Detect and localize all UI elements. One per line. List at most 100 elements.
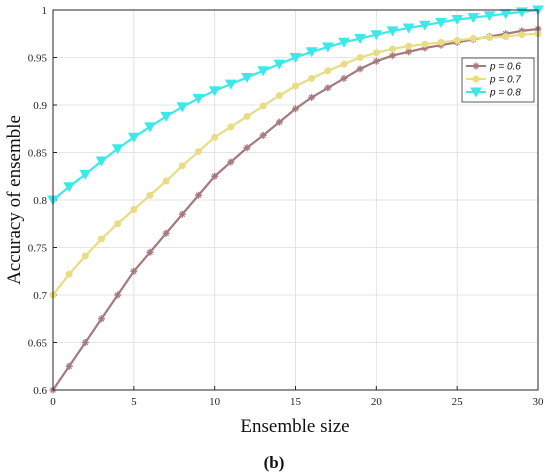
x-tick-label: 15 bbox=[290, 396, 302, 408]
legend-label: p = 0.8 bbox=[489, 88, 521, 99]
data-point bbox=[405, 42, 413, 50]
data-point bbox=[275, 92, 283, 99]
grid bbox=[52, 9, 539, 391]
data-point bbox=[79, 169, 92, 180]
data-point bbox=[243, 144, 251, 152]
data-point bbox=[95, 156, 108, 167]
data-point bbox=[308, 74, 316, 82]
series-2 bbox=[49, 30, 542, 299]
x-tick-label: 0 bbox=[50, 396, 56, 408]
data-point bbox=[289, 53, 302, 63]
y-tick-label: 0.75 bbox=[28, 243, 48, 255]
data-point bbox=[386, 26, 399, 37]
series-3 bbox=[47, 5, 544, 206]
data-point bbox=[469, 35, 477, 42]
data-point bbox=[389, 45, 396, 53]
data-point bbox=[192, 93, 205, 104]
data-point bbox=[81, 252, 89, 260]
data-point bbox=[259, 102, 267, 110]
data-point bbox=[227, 123, 235, 131]
data-point bbox=[435, 17, 447, 28]
data-point bbox=[208, 86, 221, 97]
y-tick-label: 0.85 bbox=[28, 148, 48, 160]
data-point bbox=[162, 177, 170, 185]
data-point bbox=[451, 15, 464, 25]
data-point bbox=[356, 54, 364, 61]
data-point bbox=[227, 158, 235, 166]
data-point bbox=[81, 339, 89, 346]
data-point bbox=[162, 229, 170, 237]
data-point bbox=[257, 66, 270, 77]
data-point bbox=[518, 31, 526, 39]
data-point bbox=[127, 132, 140, 143]
data-point bbox=[308, 93, 316, 101]
legend-marker bbox=[472, 75, 480, 83]
y-axis-title: Accuracy of ensemble bbox=[4, 115, 25, 285]
legend-entry: p = 0.7 bbox=[466, 75, 521, 86]
data-point bbox=[275, 118, 283, 126]
data-point bbox=[421, 40, 429, 48]
data-point bbox=[486, 34, 493, 42]
y-tick-label: 0.9 bbox=[33, 100, 47, 112]
data-point bbox=[389, 52, 396, 60]
data-point bbox=[321, 42, 334, 53]
data-point bbox=[405, 48, 413, 56]
data-point bbox=[402, 23, 415, 34]
x-tick-label: 20 bbox=[371, 396, 383, 408]
y-tick-label: 1 bbox=[42, 5, 48, 17]
y-tick-label: 0.6 bbox=[33, 385, 47, 397]
data-point bbox=[114, 220, 122, 228]
data-point bbox=[160, 111, 173, 122]
data-point bbox=[453, 36, 461, 44]
data-point bbox=[211, 133, 219, 141]
data-point bbox=[243, 112, 251, 120]
data-point bbox=[340, 60, 348, 68]
data-point bbox=[241, 72, 253, 83]
data-point bbox=[146, 191, 154, 199]
data-point bbox=[178, 210, 186, 218]
data-point bbox=[176, 102, 189, 113]
data-point bbox=[146, 248, 154, 256]
x-tick-label: 5 bbox=[131, 396, 137, 408]
x-tick-label: 30 bbox=[533, 396, 545, 408]
data-point bbox=[178, 162, 186, 170]
legend-entry: p = 0.6 bbox=[466, 62, 521, 73]
x-tick-label: 25 bbox=[452, 396, 464, 408]
data-point bbox=[130, 206, 138, 213]
data-point bbox=[65, 362, 73, 370]
y-tick-label: 0.65 bbox=[28, 338, 48, 350]
y-tick-label: 0.95 bbox=[28, 53, 48, 65]
data-point bbox=[324, 84, 332, 92]
y-tick-label: 0.8 bbox=[33, 195, 47, 207]
data-point bbox=[114, 291, 122, 299]
data-point bbox=[111, 144, 124, 155]
plot-area-frame bbox=[52, 9, 539, 391]
data-point bbox=[372, 57, 380, 65]
x-tick-label: 10 bbox=[209, 396, 221, 408]
data-point bbox=[354, 34, 367, 44]
data-point bbox=[130, 267, 138, 275]
data-point bbox=[502, 33, 510, 41]
data-point bbox=[211, 172, 219, 180]
axis-ticks: 0 5 10 15 20 25 30 0.6 0.65 0.7 0.75 0.8 0.85 0.9 0.95… bbox=[28, 5, 544, 408]
legend-marker bbox=[470, 87, 482, 98]
data-point bbox=[467, 13, 480, 24]
data-point bbox=[98, 315, 105, 323]
data-point bbox=[292, 82, 299, 90]
legend-marker bbox=[472, 62, 480, 70]
data-point bbox=[98, 235, 105, 243]
figure-caption: (b) bbox=[264, 453, 285, 472]
legend-label: p = 0.7 bbox=[489, 75, 521, 86]
data-point bbox=[437, 38, 445, 46]
data-point bbox=[195, 148, 202, 156]
data-point bbox=[65, 270, 73, 278]
legend-entry: p = 0.8 bbox=[466, 87, 521, 99]
legend-label: p = 0.6 bbox=[489, 62, 521, 73]
data-point bbox=[324, 67, 332, 75]
data-point bbox=[224, 79, 237, 90]
data-point bbox=[259, 131, 267, 139]
data-point bbox=[356, 65, 364, 73]
series-group bbox=[47, 5, 544, 394]
data-point bbox=[144, 122, 156, 133]
